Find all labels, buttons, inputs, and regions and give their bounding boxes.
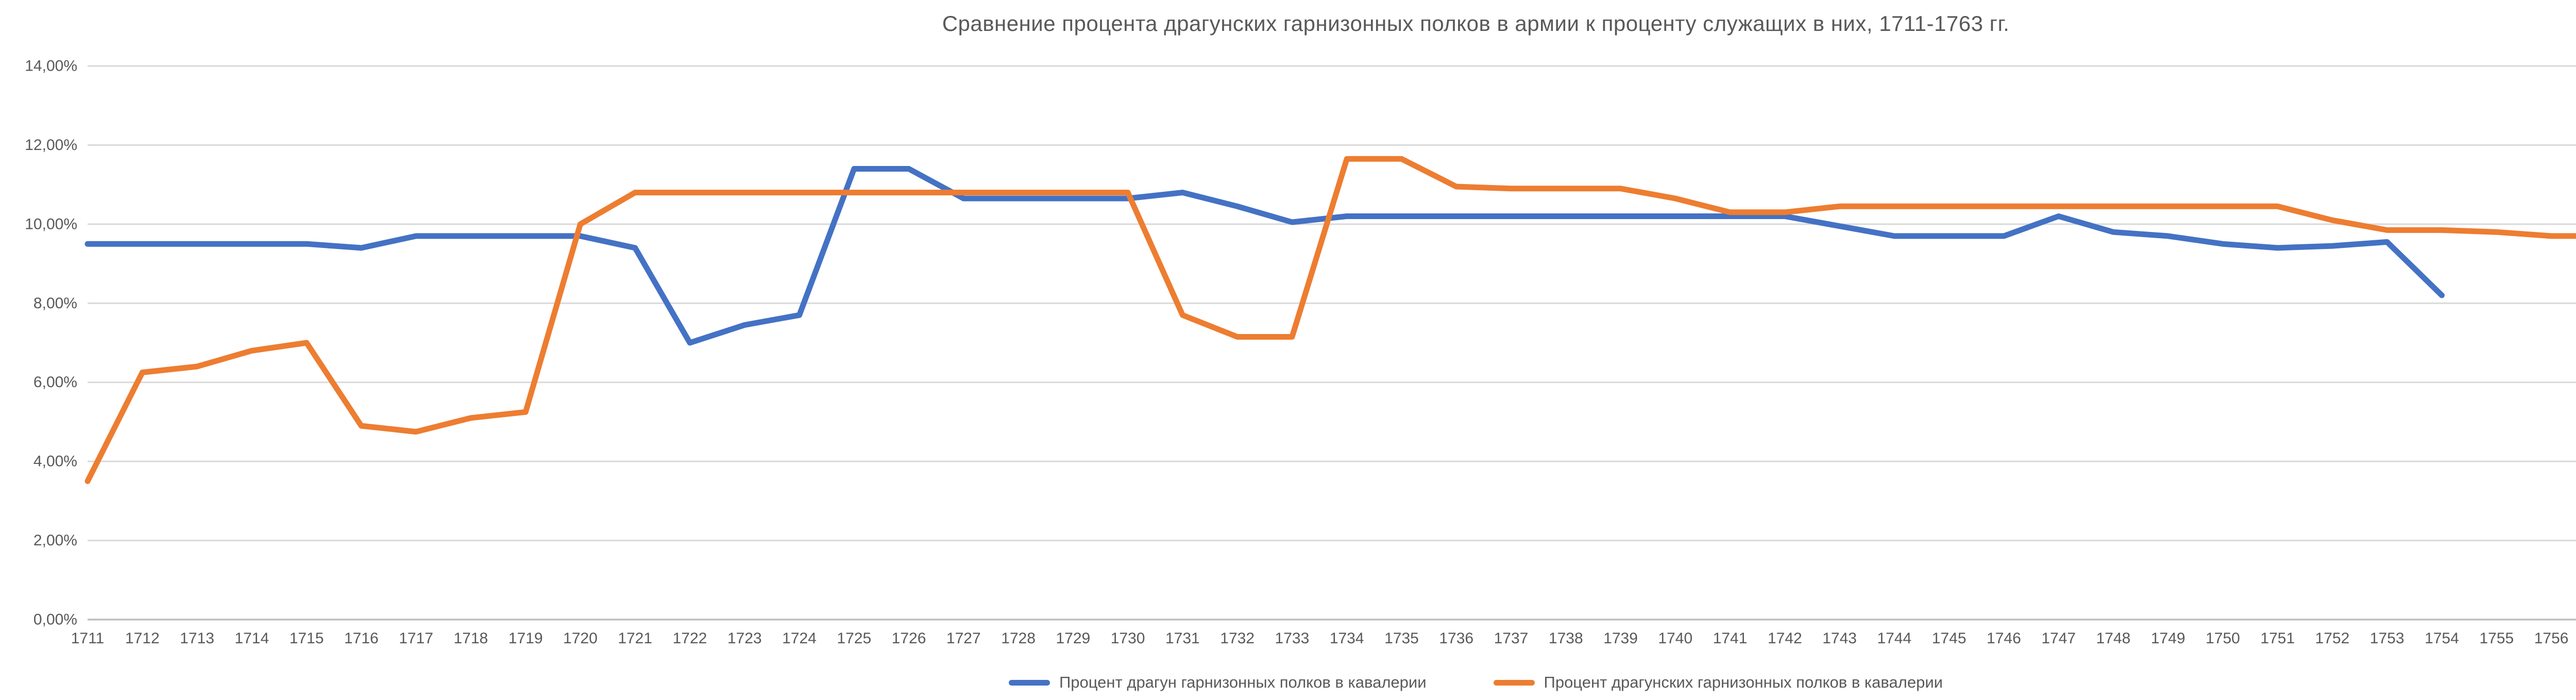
y-axis-tick-label: 8,00%	[33, 295, 77, 312]
chart-title: Сравнение процента драгунских гарнизонны…	[942, 11, 2010, 36]
x-axis-tick-label: 1753	[2370, 630, 2404, 647]
y-axis-tick-label: 4,00%	[33, 453, 77, 470]
legend-item-orange: Процент драгунских гарнизонных полков в …	[1493, 673, 1943, 692]
x-axis-tick-label: 1727	[946, 630, 981, 647]
x-axis-tick-label: 1749	[2151, 630, 2185, 647]
x-axis-tick-label: 1718	[454, 630, 488, 647]
x-axis-tick-label: 1731	[1165, 630, 1200, 647]
y-axis-tick-label: 14,00%	[25, 58, 77, 75]
x-axis-tick-label: 1746	[1987, 630, 2021, 647]
x-axis-tick-label: 1735	[1384, 630, 1419, 647]
legend-swatch-orange	[1493, 679, 1535, 686]
legend-label-blue: Процент драгун гарнизонных полков в кава…	[1059, 673, 1427, 691]
x-axis-tick-label: 1751	[2260, 630, 2295, 647]
x-axis-tick-label: 1744	[1877, 630, 1912, 647]
x-axis-tick-label: 1736	[1439, 630, 1473, 647]
x-axis-tick-label: 1721	[618, 630, 652, 647]
x-axis-tick-label: 1741	[1713, 630, 1748, 647]
x-axis-tick-label: 1752	[2315, 630, 2350, 647]
legend-label-orange: Процент драгунских гарнизонных полков в …	[1544, 673, 1943, 691]
x-axis-tick-label: 1726	[892, 630, 926, 647]
y-axis-tick-label: 2,00%	[33, 532, 77, 549]
series-line-orange	[84, 156, 2576, 484]
x-axis-tick-label: 1730	[1111, 630, 1145, 647]
legend-swatch-blue	[1009, 679, 1050, 686]
x-axis-tick-label: 1717	[399, 630, 433, 647]
x-axis-tick-label: 1748	[2096, 630, 2131, 647]
x-axis-tick-label: 1716	[344, 630, 379, 647]
x-axis-tick-label: 1739	[1603, 630, 1638, 647]
legend-item-blue: Процент драгун гарнизонных полков в кава…	[1009, 673, 1427, 692]
x-axis-tick-label: 1755	[2479, 630, 2514, 647]
x-axis-tick-label: 1720	[563, 630, 598, 647]
x-axis-tick-label: 1743	[1822, 630, 1857, 647]
x-axis-tick-label: 1725	[837, 630, 871, 647]
x-axis-tick-label: 1734	[1330, 630, 1364, 647]
y-axis-tick-label: 0,00%	[33, 611, 77, 628]
x-axis-tick-label: 1715	[290, 630, 324, 647]
x-axis-tick-label: 1713	[180, 630, 214, 647]
x-axis-tick-label: 1719	[509, 630, 543, 647]
x-axis-tick-label: 1733	[1275, 630, 1310, 647]
x-axis-tick-label: 1738	[1549, 630, 1583, 647]
x-axis-tick-label: 1756	[2534, 630, 2569, 647]
series-line-blue	[84, 166, 2445, 346]
x-axis-tick-label: 1745	[1932, 630, 1967, 647]
x-axis-tick-label: 1711	[71, 630, 105, 647]
x-axis-tick-label: 1732	[1220, 630, 1255, 647]
y-axis-tick-label: 10,00%	[25, 215, 77, 232]
chart-legend: Процент драгун гарнизонных полков в кава…	[0, 673, 2576, 692]
x-axis-tick-label: 1740	[1658, 630, 1692, 647]
x-axis-tick-label: 1728	[1001, 630, 1036, 647]
x-axis-tick-label: 1747	[2041, 630, 2076, 647]
x-axis-tick-label: 1723	[727, 630, 762, 647]
x-axis-tick-label: 1729	[1056, 630, 1090, 647]
x-axis-tick-label: 1754	[2425, 630, 2459, 647]
x-axis-tick-label: 1714	[234, 630, 269, 647]
x-axis-tick-label: 1712	[125, 630, 160, 647]
x-axis-tick-label: 1724	[782, 630, 817, 647]
y-axis-tick-label: 12,00%	[25, 137, 77, 154]
x-axis-tick-label: 1737	[1494, 630, 1529, 647]
y-axis-tick-label: 6,00%	[33, 374, 77, 391]
x-axis-tick-label: 1742	[1768, 630, 1802, 647]
x-axis-tick-label: 1722	[673, 630, 707, 647]
x-axis-tick-label: 1750	[2206, 630, 2240, 647]
